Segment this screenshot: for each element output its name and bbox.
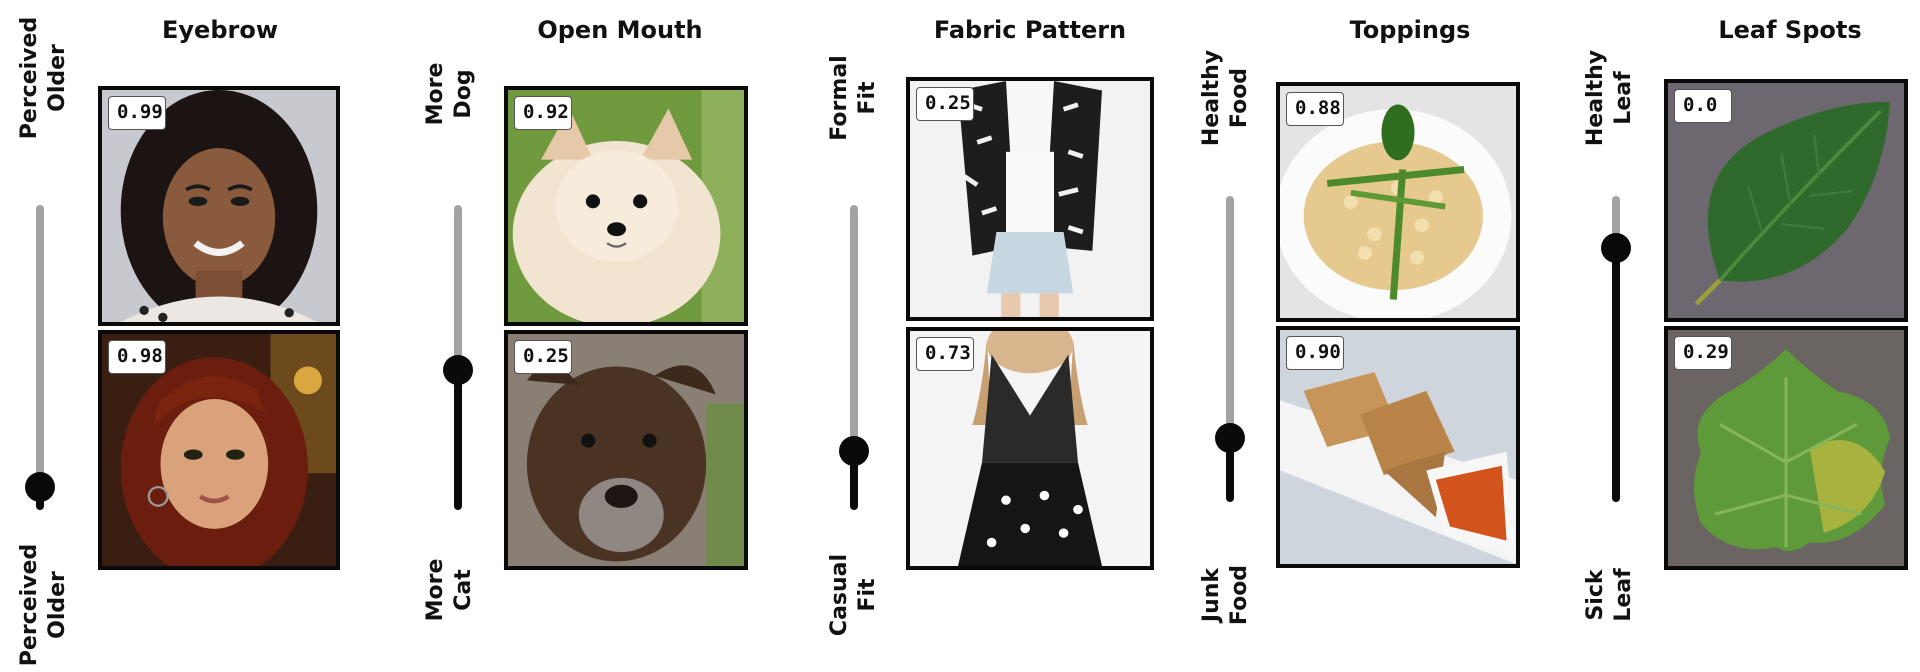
panel-title: Eyebrow xyxy=(162,16,278,44)
score-badge: 0.29 xyxy=(1674,336,1732,370)
pomeranian-dog-image xyxy=(508,90,744,322)
image-card-top[interactable]: 0.25 xyxy=(906,77,1154,321)
slider-knob[interactable] xyxy=(443,355,473,385)
image-card-bottom[interactable]: 0.90 xyxy=(1276,326,1520,568)
image-card-bottom[interactable]: 0.25 xyxy=(504,330,748,570)
panel-open-mouth: Open Mouth More Dog More Cat 0.92 xyxy=(400,0,760,672)
image-card-top[interactable]: 0.92 xyxy=(504,86,748,326)
score-badge: 0.98 xyxy=(108,340,166,374)
portrait-woman-smiling-image xyxy=(102,90,336,322)
panel-eyebrow: Eyebrow Perceived Older Perceived Older 0.… xyxy=(0,0,360,672)
image-card-bottom[interactable]: 0.29 xyxy=(1664,326,1908,570)
score-badge: 0.25 xyxy=(916,87,974,121)
slider-knob[interactable] xyxy=(839,436,869,466)
portrait-woman-red-hair-image xyxy=(102,334,336,566)
slider-knob[interactable] xyxy=(1215,423,1245,453)
score-badge: 0.90 xyxy=(1286,336,1344,370)
score-badge: 0.0 xyxy=(1674,89,1732,123)
slider-track[interactable] xyxy=(850,205,858,510)
slider-track[interactable] xyxy=(1226,196,1234,502)
image-card-top[interactable]: 0.99 xyxy=(98,86,340,326)
image-card-top[interactable]: 0.0 xyxy=(1664,79,1908,322)
panel-title: Fabric Pattern xyxy=(933,16,1127,44)
brown-dog-image xyxy=(508,334,744,566)
slider-track[interactable] xyxy=(36,205,44,510)
panel-fabric-pattern: Fabric Pattern Formal Fit Casual Fit 0.25 xyxy=(790,0,1170,672)
panel-leaf-spots: Leaf Spots Healthy Leaf Sick Leaf 0.0 0.29 xyxy=(1560,0,1920,672)
slider-knob[interactable] xyxy=(25,472,55,502)
panel-title: Toppings xyxy=(1349,16,1471,44)
image-card-bottom[interactable]: 0.98 xyxy=(98,330,340,570)
patterned-blazer-outfit-image xyxy=(910,81,1150,317)
score-badge: 0.99 xyxy=(108,96,166,130)
image-card-bottom[interactable]: 0.73 xyxy=(906,327,1154,570)
score-badge: 0.92 xyxy=(514,96,572,130)
panel-title: Open Mouth xyxy=(537,16,703,44)
slider-track[interactable] xyxy=(454,205,462,510)
panel-toppings: Toppings Healthy Food Junk Food 0.88 xyxy=(1180,0,1550,672)
score-badge: 0.88 xyxy=(1286,92,1344,126)
slider-knob[interactable] xyxy=(1601,233,1631,263)
panel-title: Leaf Spots xyxy=(1718,16,1862,44)
score-badge: 0.73 xyxy=(916,337,974,371)
image-card-top[interactable]: 0.88 xyxy=(1276,82,1520,322)
score-badge: 0.25 xyxy=(514,340,572,374)
slider-track[interactable] xyxy=(1612,196,1620,502)
